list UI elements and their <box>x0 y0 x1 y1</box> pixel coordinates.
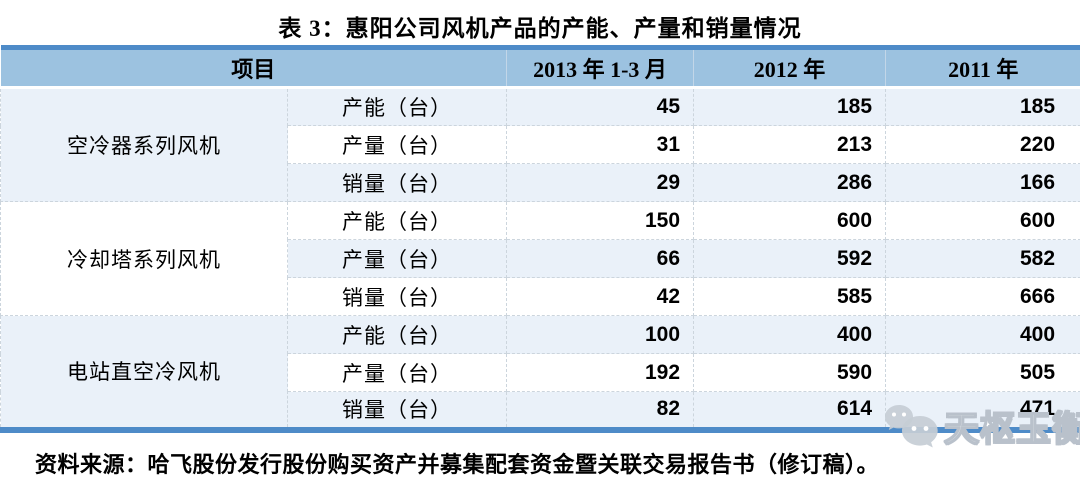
wechat-icon <box>885 404 938 447</box>
value-cell: 505 <box>885 353 1080 392</box>
value-cell: 666 <box>885 277 1080 316</box>
source-note: 资料来源：哈飞股份发行股份购买资产并募集配套资金暨关联交易报告书（修订稿）。 <box>35 452 880 477</box>
table-row: 销量（台） 42 585 666 <box>1 277 1080 316</box>
value-cell: 185 <box>693 87 887 126</box>
metric-cell: 产量（台） <box>286 125 508 164</box>
header-row: 项目 2013 年 1-3 月 2012 年 2011 年 <box>0 47 1080 89</box>
value-cell: 585 <box>693 277 887 316</box>
table-row: 产量（台） 192 590 505 <box>1 353 1080 392</box>
table-row: 冷却塔系列风机 产能（台） 150 600 600 <box>0 201 1080 316</box>
value-cell: 220 <box>885 125 1080 164</box>
data-table: 项目 2013 年 1-3 月 2012 年 2011 年 空冷器系列风机 产能… <box>0 45 1080 433</box>
header-period-2011: 2011 年 <box>885 47 1080 89</box>
table-row: 产量（台） 66 592 582 <box>1 239 1080 278</box>
table-row: 销量（台） 29 286 166 <box>1 163 1080 202</box>
metric-cell: 产能（台） <box>286 315 508 354</box>
value-cell: 286 <box>693 163 887 202</box>
value-cell: 166 <box>885 163 1080 202</box>
value-cell: 582 <box>885 239 1080 278</box>
value-cell: 31 <box>506 125 695 164</box>
value-cell: 82 <box>506 391 695 430</box>
metric-cell: 销量（台） <box>286 277 508 316</box>
header-period-2012: 2012 年 <box>693 47 886 89</box>
value-cell: 45 <box>506 87 695 126</box>
group-cell: 空冷器系列风机 <box>0 87 288 202</box>
table-row: 空冷器系列风机 产能（台） 45 185 185 <box>0 87 1080 202</box>
value-cell: 192 <box>506 353 695 392</box>
value-cell: 29 <box>506 163 695 202</box>
table-row: 销量（台） 82 614 471 <box>1 391 1080 430</box>
value-cell: 66 <box>506 239 695 278</box>
data-table-wrapper: 项目 2013 年 1-3 月 2012 年 2011 年 空冷器系列风机 产能… <box>0 45 1080 433</box>
metric-cell: 产能（台） <box>286 201 508 240</box>
watermark: 天枢玉衡 <box>884 401 1080 452</box>
header-item: 项目 <box>0 47 507 89</box>
metric-cell: 销量（台） <box>286 163 508 202</box>
value-cell: 213 <box>693 125 887 164</box>
value-cell: 185 <box>885 87 1080 126</box>
table-title: 表 3：惠阳公司风机产品的产能、产量和销量情况 <box>278 16 802 41</box>
value-cell: 614 <box>693 391 887 430</box>
watermark-text: 天枢玉衡 <box>943 409 1080 450</box>
value-cell: 600 <box>693 201 887 240</box>
value-cell: 42 <box>506 277 695 316</box>
value-cell: 592 <box>693 239 887 278</box>
table-row: 产量（台） 31 213 220 <box>1 125 1080 164</box>
table-row: 电站直空冷风机 产能（台） 100 400 400 <box>0 315 1080 430</box>
value-cell: 150 <box>506 201 695 240</box>
header-period-2013: 2013 年 1-3 月 <box>506 47 694 89</box>
metric-cell: 产量（台） <box>286 239 508 278</box>
metric-cell: 产能（台） <box>286 87 508 126</box>
group-cell: 电站直空冷风机 <box>0 315 288 430</box>
value-cell: 400 <box>693 315 887 354</box>
group-cell: 冷却塔系列风机 <box>0 201 288 316</box>
value-cell: 600 <box>885 201 1080 240</box>
value-cell: 590 <box>693 353 887 392</box>
metric-cell: 销量（台） <box>286 391 508 430</box>
metric-cell: 产量（台） <box>286 353 508 392</box>
value-cell: 100 <box>506 315 695 354</box>
value-cell: 400 <box>885 315 1080 354</box>
